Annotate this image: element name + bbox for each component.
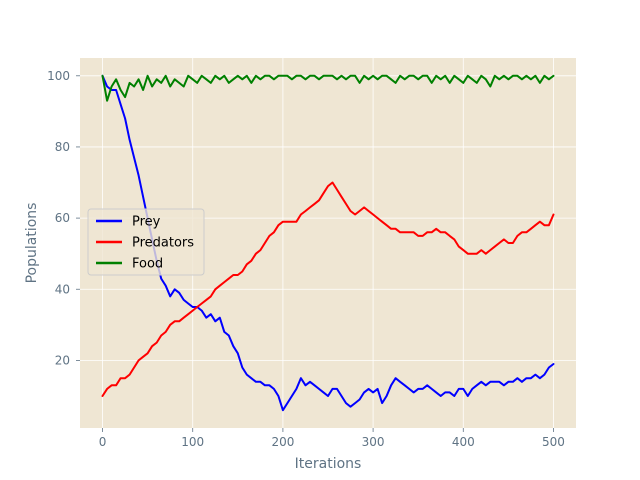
series-line-food [101,74,555,102]
y-axis-label: Populations [24,203,40,284]
x-axis-label: Iterations [295,456,362,472]
legend-label-predators: Predators [132,236,194,251]
x-tick-label: 500 [542,435,565,449]
legend: Prey Predators Food [87,208,205,276]
y-tick-label: 20 [55,353,70,367]
series-lines [101,74,555,412]
x-tick-label: 100 [181,435,204,449]
axis-ticks: 0 100 200 300 400 500 20 40 60 80 100 [47,69,565,449]
x-tick-label: 300 [362,435,385,449]
x-tick-label: 200 [271,435,294,449]
y-tick-label: 60 [55,211,70,225]
x-tick-label: 0 [99,435,107,449]
x-tick-label: 400 [452,435,475,449]
y-tick-label: 80 [55,140,70,154]
legend-label-food: Food [132,257,163,272]
y-tick-label: 100 [47,69,70,83]
series-line-prey [101,74,555,412]
legend-label-prey: Prey [132,215,161,230]
y-tick-label: 40 [55,282,70,296]
series-line-predators [101,181,555,397]
legend-box [87,208,205,276]
